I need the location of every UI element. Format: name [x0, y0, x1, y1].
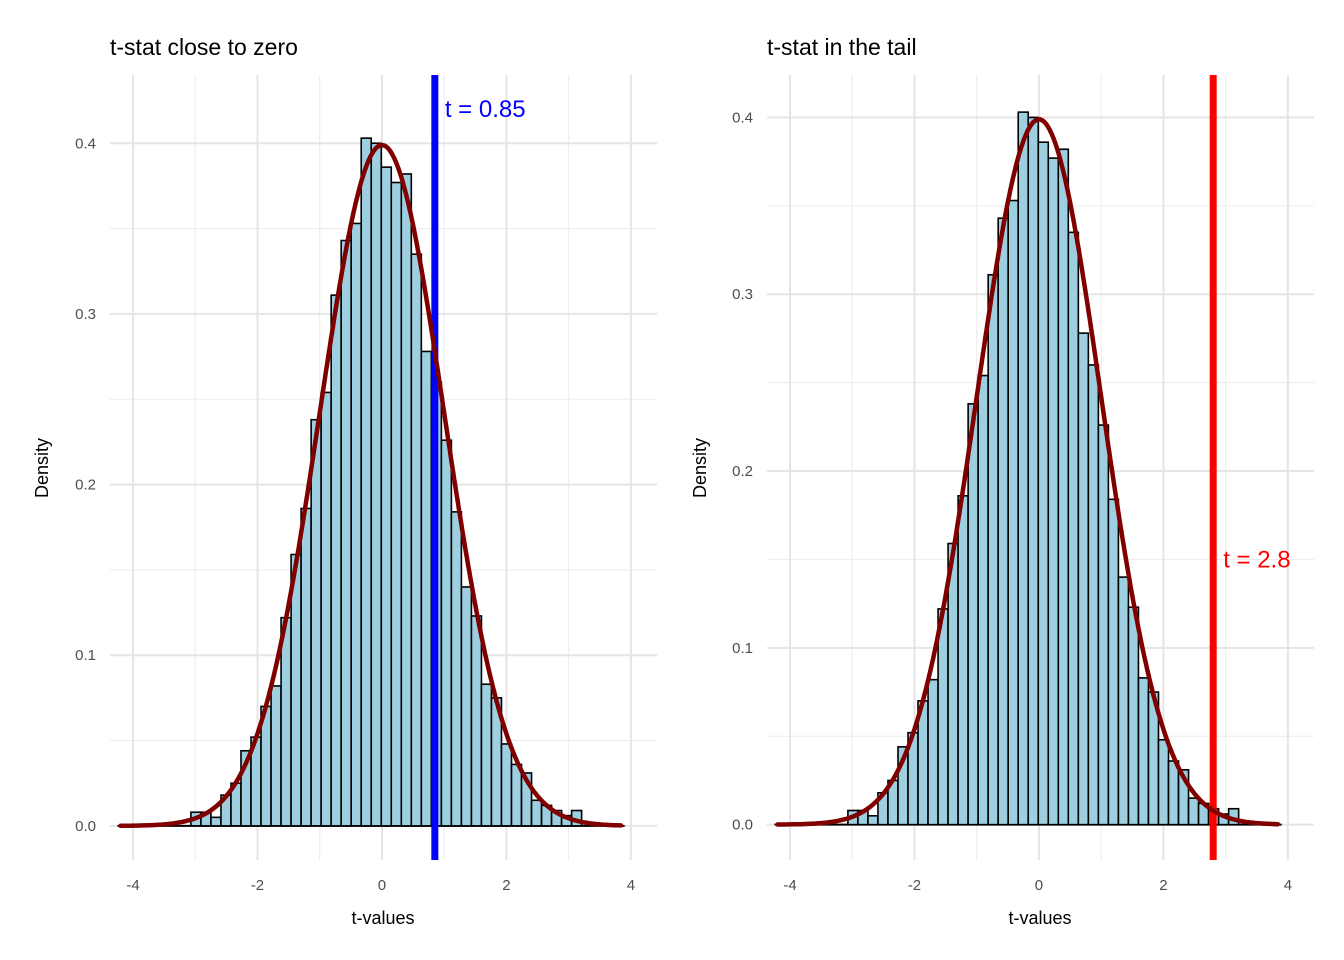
histogram-bar — [480, 683, 493, 827]
histogram-bar — [1177, 769, 1190, 826]
histogram-bar — [967, 403, 979, 826]
t-stat-label: t = 2.8 — [1223, 546, 1290, 573]
histogram-bar — [450, 511, 463, 827]
x-tick-label: 0 — [1035, 877, 1043, 894]
histogram-bar — [510, 763, 523, 827]
x-tick-label: 4 — [627, 877, 635, 894]
histogram-bar — [210, 816, 222, 827]
x-axis-title: t-values — [1008, 908, 1071, 928]
x-tick-label: -2 — [908, 877, 921, 894]
histogram-bar — [1007, 199, 1020, 826]
histogram-bar — [1017, 111, 1030, 826]
y-tick-label: 0.2 — [75, 477, 96, 494]
histogram-bar — [1137, 677, 1150, 826]
histogram-bar — [1157, 738, 1170, 826]
histogram-bar — [420, 350, 433, 827]
histogram-bar — [470, 615, 483, 827]
histogram-bar — [330, 294, 342, 827]
histogram-bar — [977, 374, 989, 826]
y-axis-title: Density — [32, 438, 52, 498]
x-tick-label: 0 — [378, 877, 386, 894]
panel-right: t-stat in the tail t-values Density 0.0 0… — [690, 34, 1314, 928]
histogram-bar — [370, 142, 383, 827]
histogram-bar — [340, 239, 353, 827]
histogram-bar — [1187, 797, 1200, 826]
histogram-bar — [530, 799, 543, 827]
histogram-bar — [500, 743, 513, 827]
panel-left: t-stat close to zero t-values Density 0.… — [32, 34, 657, 928]
histogram-bar — [360, 137, 373, 827]
histogram-bar — [400, 173, 413, 827]
histogram-bar — [270, 685, 282, 827]
histogram-bar — [460, 586, 473, 827]
y-tick-label: 0.0 — [75, 818, 96, 835]
histogram-bar — [410, 253, 423, 827]
histogram-bar — [520, 772, 533, 827]
histogram-bar — [1057, 148, 1070, 826]
x-tick-label: 2 — [502, 877, 510, 894]
panel-title: t-stat in the tail — [767, 34, 917, 60]
histogram-bar — [1047, 157, 1060, 826]
histogram-bar — [937, 608, 949, 826]
y-tick-label: 0.1 — [732, 640, 753, 657]
histogram-bar — [1077, 332, 1090, 826]
histogram-bar — [1097, 424, 1110, 826]
histogram-bar — [1117, 576, 1130, 826]
histogram-bar — [1127, 606, 1140, 826]
histogram-bar — [867, 814, 879, 826]
histogram-bar — [440, 439, 453, 827]
x-tick-label: -4 — [783, 877, 796, 894]
histogram-bar — [1067, 231, 1080, 826]
histogram-bar — [997, 217, 1010, 826]
x-tick-label: -4 — [126, 877, 139, 894]
y-tick-label: 0.1 — [75, 647, 96, 664]
panel-title: t-stat close to zero — [110, 34, 298, 60]
histogram-bar — [957, 494, 969, 826]
histogram-bar — [1037, 141, 1050, 826]
histogram-bar — [1167, 760, 1180, 826]
y-tick-label: 0.0 — [732, 817, 753, 834]
x-axis-title: t-values — [351, 908, 414, 928]
x-tick-label: 2 — [1159, 877, 1167, 894]
histogram-bar — [927, 678, 939, 826]
histogram-bar — [310, 418, 322, 827]
histogram-bar — [380, 166, 393, 827]
histogram-bar — [987, 273, 999, 826]
histogram-bar — [320, 391, 332, 827]
histogram-bar — [1107, 498, 1120, 826]
y-axis-title: Density — [690, 438, 710, 498]
histogram-bar — [300, 507, 312, 827]
normal-density-curve — [118, 142, 624, 829]
histogram-bar — [1087, 364, 1100, 826]
y-tick-label: 0.2 — [732, 463, 753, 480]
x-tick-label: 4 — [1284, 877, 1292, 894]
normal-density-curve — [775, 117, 1281, 827]
histogram-bar — [350, 222, 363, 827]
histogram-bar — [390, 181, 403, 827]
histogram-bar — [280, 616, 292, 827]
y-tick-label: 0.3 — [75, 306, 96, 323]
t-stat-label: t = 0.85 — [445, 96, 526, 123]
x-tick-label: -2 — [251, 877, 264, 894]
y-tick-label: 0.3 — [732, 286, 753, 303]
y-tick-label: 0.4 — [732, 109, 753, 126]
y-tick-label: 0.4 — [75, 135, 96, 152]
histogram-bar — [1027, 116, 1040, 826]
